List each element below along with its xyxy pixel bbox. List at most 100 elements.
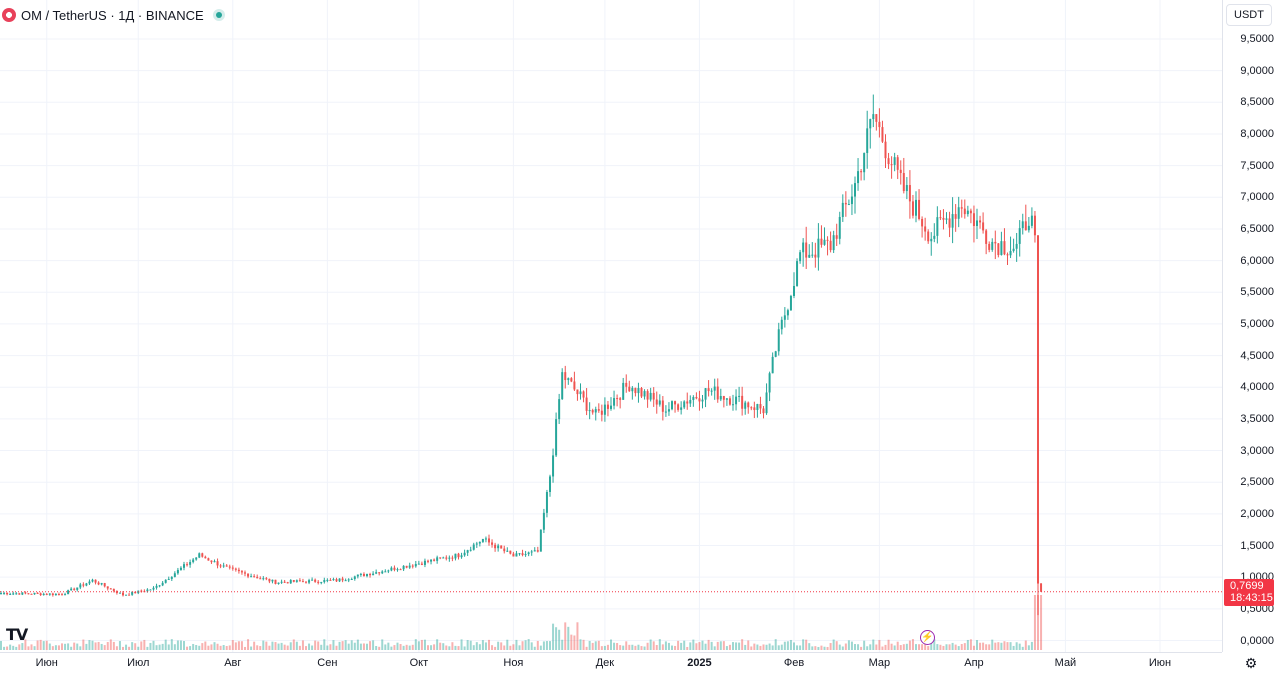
volume-bar (460, 639, 463, 650)
candle-body (259, 578, 262, 580)
volume-bar (237, 641, 240, 650)
candle-body (536, 550, 539, 552)
candle-body (1009, 250, 1012, 256)
candle-body (439, 557, 442, 559)
gear-icon[interactable]: ⚙ (1244, 654, 1258, 671)
lightning-icon[interactable]: ⚡ (920, 630, 935, 645)
volume-bar (207, 645, 210, 650)
candle-body (698, 398, 701, 402)
volume-bar (759, 645, 762, 650)
candle-body (817, 238, 820, 258)
candle-body (1003, 241, 1006, 255)
volume-bar (213, 642, 216, 650)
candle-body (957, 207, 960, 219)
volume-bar (228, 645, 231, 650)
candle-body (881, 127, 884, 142)
tradingview-logo-icon[interactable]: TV (6, 625, 28, 644)
candle-body (362, 573, 365, 577)
volume-bar (396, 642, 399, 650)
volume-bar (707, 639, 710, 650)
volume-bar (402, 645, 405, 650)
volume-bar (823, 646, 826, 650)
candle-body (152, 587, 155, 590)
volume-bar (591, 642, 594, 650)
volume-bar (244, 646, 246, 650)
volume-bar (387, 642, 390, 650)
volume-bar (994, 642, 997, 650)
candle-body (85, 583, 88, 586)
price-tick-label: 8,0000 (1240, 127, 1274, 140)
volume-bar (811, 646, 814, 650)
candle-body (155, 585, 158, 588)
candle-body (106, 586, 109, 589)
volume-bar (802, 639, 805, 650)
volume-bar (1006, 642, 1009, 650)
volume-bar (192, 643, 195, 650)
candle-body (512, 553, 515, 557)
candle-body (918, 199, 921, 219)
candle-body (933, 235, 936, 239)
candle-body (97, 582, 100, 585)
volume-bar (771, 645, 774, 650)
candle-body (960, 207, 963, 209)
candle-body (915, 199, 917, 216)
price-tick-label: 5,5000 (1240, 286, 1274, 299)
volume-bar (1009, 642, 1012, 650)
candle-body (762, 408, 765, 414)
candle-body (338, 578, 341, 582)
volume-bar (381, 639, 384, 650)
chart-pane[interactable]: OM / TetherUS · 1Д · BINANCE TV ⚡ (0, 0, 1222, 652)
price-axis[interactable]: 0,0000 0,5000 1,0000 1,5000 2,0000 2,5000 3,00… (1222, 0, 1280, 652)
volume-bar (366, 643, 368, 650)
candle-body (649, 392, 652, 400)
volume-bar (841, 646, 844, 650)
candle-body (634, 387, 637, 394)
candle-body (850, 196, 853, 205)
candle-body (945, 218, 948, 220)
candle-body (652, 392, 655, 400)
candle-body (622, 382, 625, 400)
volume-bar (930, 641, 933, 650)
volume-bar (814, 646, 817, 650)
candle-body (942, 217, 945, 220)
volume-bar (335, 645, 338, 650)
time-axis[interactable]: Июн Июл Авг Сен Окт Ноя Дек 2025 Фев Мар Апр Май Июн (0, 652, 1222, 675)
candle-body (173, 573, 176, 577)
volume-bar (799, 645, 802, 650)
volume-bar (982, 642, 985, 650)
candle-body (786, 310, 789, 316)
candle-body (860, 171, 863, 173)
candle-body (872, 114, 875, 120)
candle-body (1033, 215, 1036, 236)
candle-body (521, 553, 524, 556)
currency-button[interactable]: USDT (1226, 4, 1272, 26)
candle-body (240, 571, 243, 573)
candle-body (0, 593, 2, 595)
volume-bar (911, 639, 914, 650)
volume-bar (850, 641, 853, 650)
volume-bar (445, 645, 448, 650)
symbol-title[interactable]: OM / TetherUS · 1Д · BINANCE (21, 7, 204, 23)
symbol-header[interactable]: OM / TetherUS · 1Д · BINANCE (2, 5, 222, 25)
candle-body (91, 579, 94, 582)
candle-body (311, 579, 314, 581)
candle-body (857, 171, 860, 184)
candle-body (1012, 248, 1015, 251)
candlestick-chart[interactable] (0, 0, 1222, 652)
volume-bar (869, 644, 872, 650)
candle-body (921, 218, 924, 227)
candle-body (256, 576, 259, 579)
volume-bar (945, 644, 948, 650)
candle-body (500, 545, 503, 549)
volume-bar (533, 646, 536, 650)
candle-body (704, 388, 707, 400)
volume-bar (189, 646, 192, 650)
candle-body (789, 295, 792, 311)
volume-bar (253, 641, 256, 650)
candle-body (277, 582, 280, 584)
volume-bar (555, 627, 558, 650)
candle-body (811, 254, 814, 256)
volume-bar (948, 644, 951, 650)
candle-body (667, 409, 670, 412)
candle-body (911, 201, 914, 216)
